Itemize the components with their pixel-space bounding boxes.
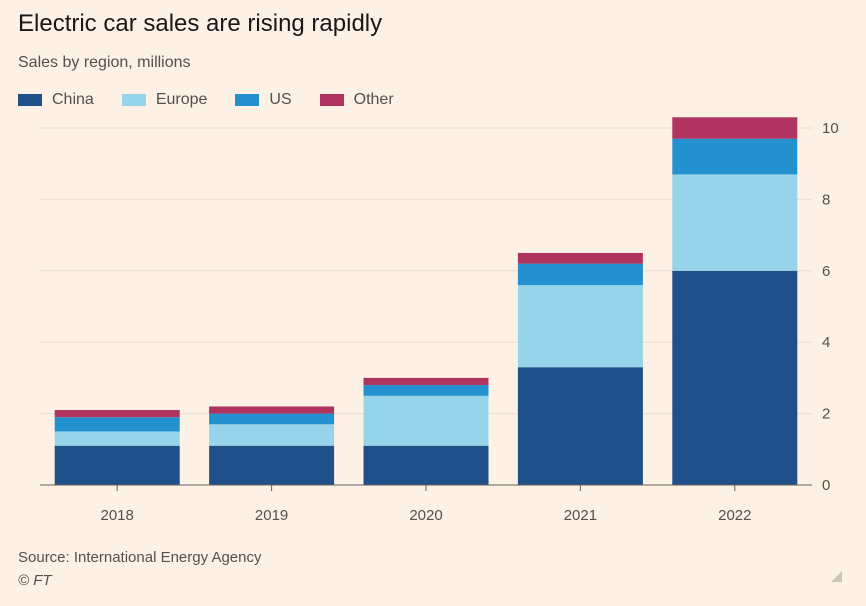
legend-item-europe: Europe	[121, 91, 208, 109]
x-tick-label: 2021	[564, 507, 597, 524]
source-note: Source: International Energy Agency	[18, 549, 262, 566]
y-tick-label: 10	[822, 120, 839, 137]
y-tick-label: 6	[822, 263, 830, 280]
legend-item-other: Other	[319, 91, 394, 109]
legend-label-us: US	[269, 91, 292, 108]
bar-segment-other-2021	[517, 252, 643, 264]
bar-segment-europe-2019	[209, 424, 335, 446]
bar-segment-china-2022	[672, 270, 798, 485]
bar-segment-europe-2022	[672, 174, 798, 271]
legend: China Europe US Other	[18, 89, 422, 111]
x-tick-label: 2019	[255, 507, 288, 524]
legend-label-china: China	[52, 91, 94, 108]
chart-subtitle: Sales by region, millions	[18, 54, 191, 71]
legend-swatch-europe	[121, 94, 146, 106]
y-tick-label: 2	[822, 406, 830, 423]
resize-handle-icon	[831, 571, 842, 582]
copyright-note: © FT	[18, 572, 52, 589]
bar-segment-china-2021	[517, 367, 643, 485]
legend-item-china: China	[18, 91, 94, 109]
bar-segment-china-2020	[363, 445, 489, 485]
bar-segment-other-2018	[54, 410, 180, 418]
legend-label-europe: Europe	[155, 91, 208, 108]
bar-segment-us-2021	[517, 263, 643, 286]
bar-segment-other-2020	[363, 377, 489, 386]
x-tick-label: 2020	[409, 507, 442, 524]
legend-swatch-us	[235, 94, 260, 106]
bar-segment-europe-2020	[363, 395, 489, 446]
bar-segment-us-2022	[672, 138, 798, 175]
bar-segment-other-2022	[672, 117, 798, 139]
x-tick-label: 2022	[718, 507, 751, 524]
y-tick-label: 4	[822, 334, 830, 351]
legend-swatch-other	[319, 94, 344, 106]
bar-segment-china-2018	[54, 445, 180, 485]
bar-segment-china-2019	[209, 445, 335, 485]
x-tick-label: 2018	[101, 507, 134, 524]
y-tick-label: 0	[822, 477, 830, 494]
bar-segment-europe-2021	[517, 285, 643, 368]
bar-segment-us-2018	[54, 417, 180, 432]
bar-segment-us-2020	[363, 385, 489, 396]
chart-title: Electric car sales are rising rapidly	[18, 10, 383, 37]
legend-label-other: Other	[353, 91, 394, 108]
legend-item-us: US	[235, 91, 292, 109]
bar-segment-us-2019	[209, 413, 335, 425]
y-tick-label: 8	[822, 191, 830, 208]
bar-segment-other-2019	[209, 406, 335, 414]
bar-segment-europe-2018	[54, 431, 180, 446]
legend-swatch-china	[18, 94, 42, 106]
